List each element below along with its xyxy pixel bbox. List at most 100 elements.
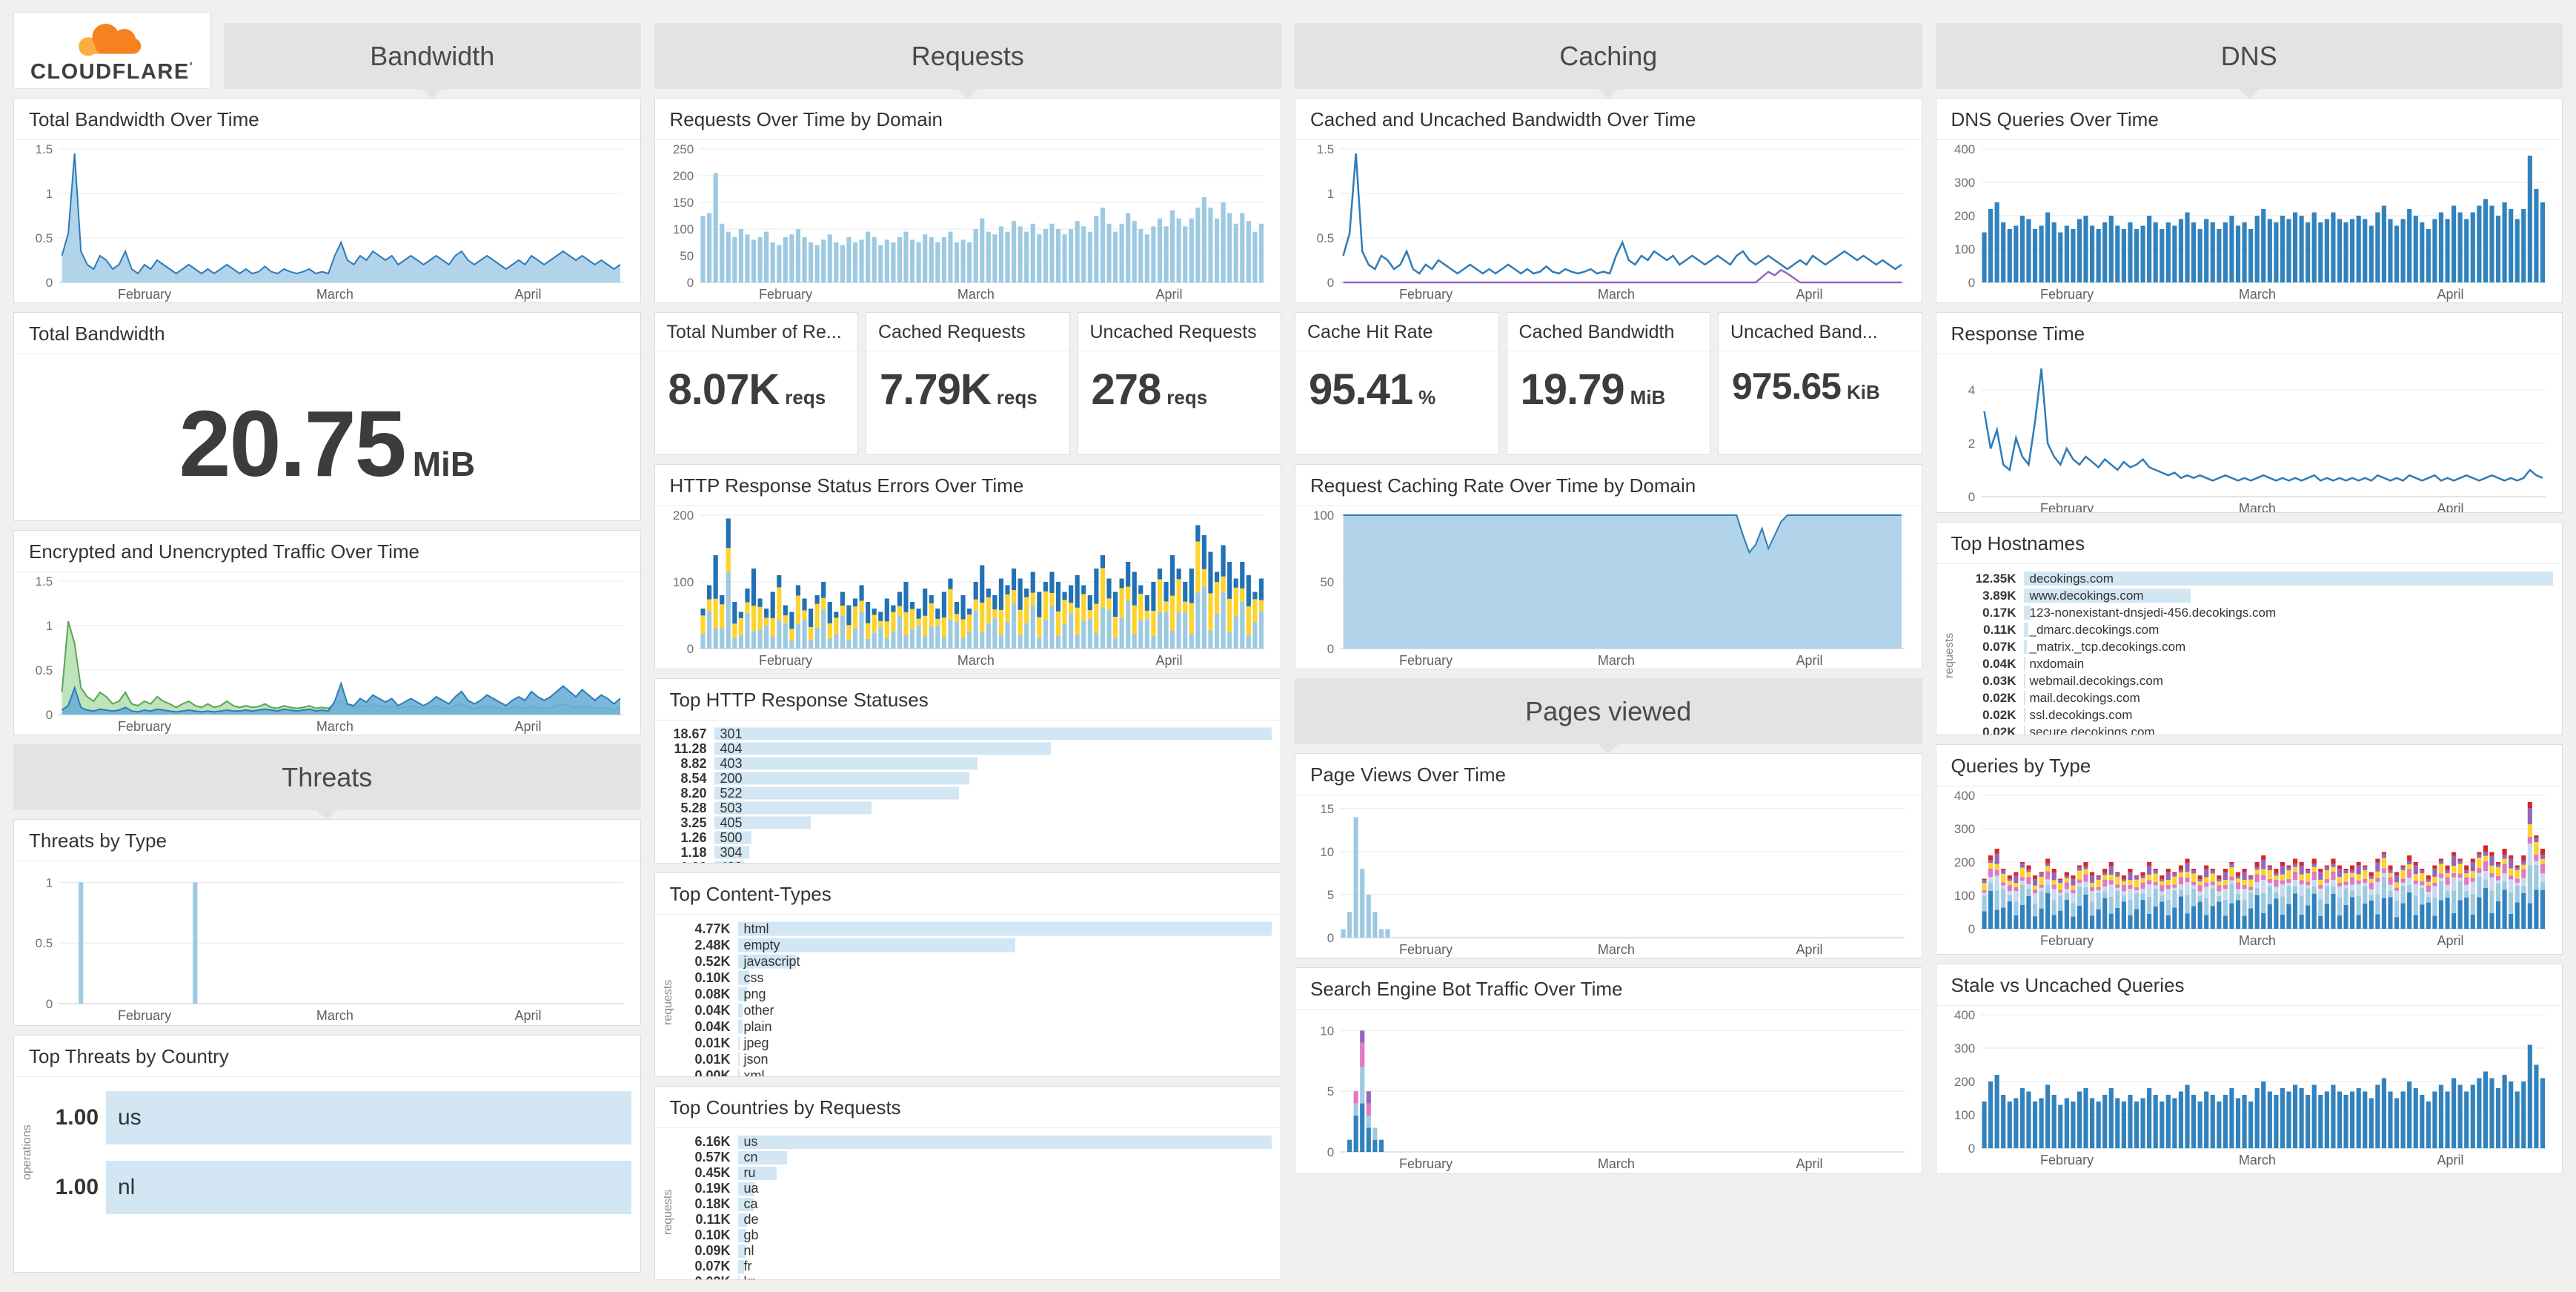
svg-text:50: 50 [680, 249, 694, 263]
response-time-chart[interactable]: 0 2 4 February March April [1936, 356, 2563, 513]
search-bots-chart[interactable]: 0 5 10 February March April [1295, 1011, 1922, 1173]
threats-by-type-chart[interactable]: 0 0.5 1 February March April [14, 863, 640, 1024]
cloudflare-logo[interactable]: CLOUDFLARE' [13, 12, 210, 89]
svg-text:April: April [1155, 653, 1182, 668]
y-axis-label: operations [21, 1124, 33, 1181]
list-item-label: other [743, 1002, 774, 1018]
panel-title: Total Bandwidth Over Time [14, 99, 640, 140]
list-item-label: decokings.com [2029, 571, 2114, 586]
panel-title: Stale vs Uncached Queries [1936, 964, 2562, 1006]
svg-text:0: 0 [46, 708, 53, 722]
list-item-label: nl [743, 1243, 754, 1258]
panel-title: Page Views Over Time [1295, 754, 1922, 795]
list-item-label: webmail.decokings.com [2029, 673, 2163, 688]
svg-text:0: 0 [1968, 490, 1974, 504]
requests-over-time-chart[interactable]: 0 50 100 150 200 250 February March April [655, 142, 1281, 303]
list-item-label: 522 [720, 785, 743, 801]
list-item-value: 8.20 [680, 785, 707, 801]
stat-value: 19.79 [1520, 365, 1625, 414]
list-item-value: 1.26 [680, 829, 707, 845]
svg-text:0.5: 0.5 [36, 936, 53, 950]
svg-text:0: 0 [1327, 931, 1334, 945]
caching-rate-chart[interactable]: 0 50 100 February March April [1295, 508, 1922, 669]
list-item: 0.52K javascript [677, 953, 1272, 970]
list-item-bar [2023, 622, 2028, 637]
list-item-value: 3.89K [1982, 588, 2016, 603]
list-item-label: 403 [720, 755, 743, 771]
section-header-bandwidth: Bandwidth [224, 23, 641, 99]
list-item-label: css [743, 970, 764, 985]
svg-text:400: 400 [1953, 1008, 1974, 1022]
svg-text:March: March [1598, 1156, 1635, 1171]
panel-top-http-statuses: Top HTTP Response Statuses 18.67 301 11.28… [654, 678, 1281, 864]
list-item-bar [737, 1036, 740, 1050]
svg-text:0: 0 [1968, 276, 1974, 290]
svg-text:April: April [1796, 942, 1822, 957]
list-item: 0.01K json [677, 1051, 1272, 1067]
svg-text:March: March [2238, 933, 2275, 948]
list-item-label: xml [743, 1067, 765, 1077]
panel-title: Total Bandwidth [14, 313, 640, 354]
panel-top-threats-by-country: Top Threats by Country operations 1.00 us… [13, 1035, 641, 1273]
svg-text:April: April [514, 1008, 541, 1023]
panel-caching-rate: Request Caching Rate Over Time by Domain… [1295, 464, 1922, 669]
stat-title: Uncached Band... [1719, 313, 1922, 351]
list-item-value: 0.01K [694, 1035, 731, 1050]
svg-text:March: March [1598, 942, 1635, 957]
svg-text:0: 0 [1327, 1145, 1334, 1159]
list-item-label: 301 [720, 726, 743, 741]
list-item: 3.89K www.decokings.com [1959, 587, 2554, 604]
panel-title: DNS Queries Over Time [1936, 99, 2562, 140]
stat-value: 7.79K [880, 365, 992, 414]
list-item-bar [2023, 605, 2031, 620]
list-item-label: nl [118, 1175, 136, 1199]
list-item-label: 503 [720, 800, 743, 815]
section-header-caching: Caching [1295, 23, 1922, 99]
list-item-bar [714, 757, 977, 770]
list-item-bar [2023, 639, 2027, 655]
list-item-value: 0.04K [694, 1018, 731, 1034]
y-axis-label: requests [661, 979, 674, 1025]
list-item-value: 0.08K [694, 986, 731, 1001]
y-axis-label: requests [1942, 632, 1956, 678]
list-item-bar [2023, 656, 2026, 672]
page-views-chart[interactable]: 0 5 10 15 February March April [1295, 797, 1922, 958]
svg-text:0: 0 [46, 276, 53, 290]
list-item-label: html [743, 921, 769, 936]
stale-queries-chart[interactable]: 0 100 200 300 400 February March April [1936, 1007, 2563, 1169]
http-errors-chart[interactable]: 0 100 200 February March April [655, 508, 1281, 669]
list-item: 0.02K ssl.decokings.com [1959, 706, 2554, 723]
panel-total-bandwidth-over-time: Total Bandwidth Over Time 0 0.5 1 1.5 Februa… [13, 98, 641, 303]
queries-by-type-chart[interactable]: 0 100 200 300 400 February March April [1936, 788, 2563, 950]
cached-uncached-chart[interactable]: 0 0.5 1 1.5 February March April [1295, 142, 1922, 303]
stat-card-cached-bandwidth: Cached Bandwidth 19.79 MiB [1506, 312, 1710, 455]
list-item-value: 0.57K [694, 1150, 731, 1165]
svg-text:February: February [1399, 653, 1453, 668]
list-item-value: 0.09K [694, 1243, 731, 1258]
list-item-label: javascript [743, 953, 800, 969]
list-item-bar [714, 846, 750, 859]
svg-text:100: 100 [1953, 1108, 1974, 1122]
svg-text:200: 200 [672, 169, 693, 183]
list-item-label: plain [743, 1018, 772, 1034]
list-item: 1.26 500 [660, 830, 1272, 845]
list-item-bar [714, 742, 1052, 755]
svg-text:February: February [1399, 287, 1453, 302]
column-requests: Requests Requests Over Time by Domain 0 5… [654, 12, 1281, 1280]
encrypted-traffic-chart[interactable]: 0 0.5 1 1.5 February March April [14, 574, 640, 735]
svg-text:5: 5 [1327, 1084, 1334, 1099]
svg-text:300: 300 [1953, 822, 1974, 836]
svg-text:1: 1 [46, 619, 53, 633]
list-item-value: 0.03K [1982, 673, 2016, 688]
list-item-label: cn [743, 1150, 758, 1165]
list-item-bar [714, 816, 811, 829]
dns-queries-chart[interactable]: 0 100 200 300 400 February March April [1936, 142, 2563, 303]
list-item: 3.25 405 [660, 815, 1272, 830]
svg-text:200: 200 [672, 508, 693, 523]
svg-text:100: 100 [672, 222, 693, 236]
list-item-label: www.decokings.com [2029, 588, 2144, 603]
list-item-bar [737, 1259, 744, 1273]
svg-text:March: March [1598, 287, 1635, 302]
total-bandwidth-chart[interactable]: 0 0.5 1 1.5 February March April [14, 142, 640, 303]
stat-title: Cached Requests [866, 313, 1069, 351]
